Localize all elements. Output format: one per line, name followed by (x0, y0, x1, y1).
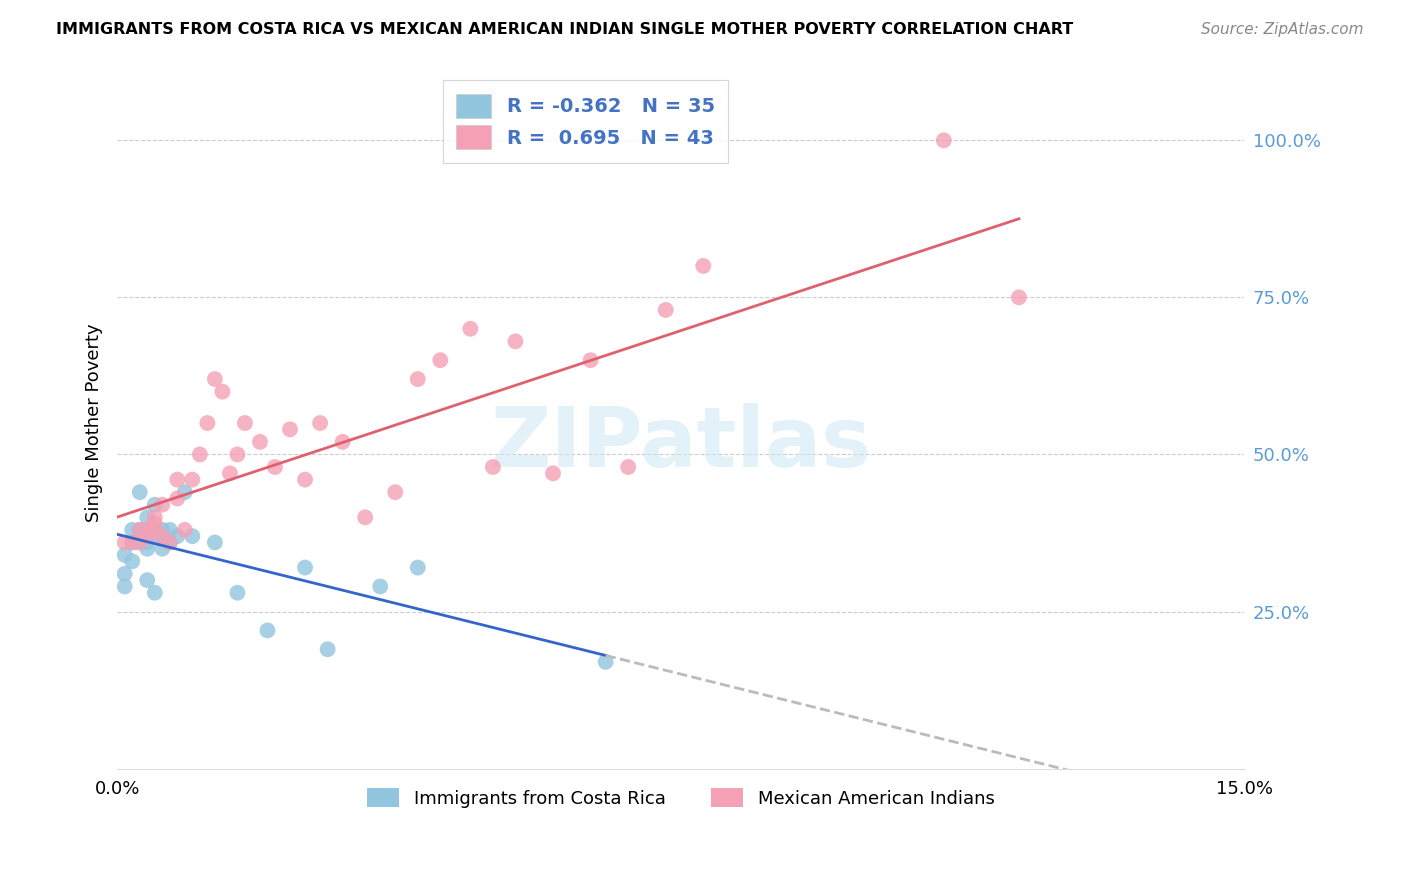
Point (278, 422, 301, 436)
Point (150, 529, 173, 543)
Point (159, 535, 181, 549)
Point (159, 523, 181, 537)
Point (1008, 290, 1031, 304)
Point (294, 473, 316, 487)
Point (617, 460, 640, 475)
Point (128, 523, 150, 537)
Point (655, 302, 678, 317)
Point (505, 334, 527, 349)
Point (406, 560, 429, 574)
Point (256, 624, 278, 638)
Text: IMMIGRANTS FROM COSTA RICA VS MEXICAN AMERICAN INDIAN SINGLE MOTHER POVERTY CORR: IMMIGRANTS FROM COSTA RICA VS MEXICAN AM… (56, 22, 1074, 37)
Point (166, 473, 188, 487)
Point (195, 416, 218, 430)
Point (128, 523, 150, 537)
Point (143, 529, 166, 543)
Point (150, 529, 173, 543)
Point (211, 384, 233, 399)
Point (482, 460, 505, 475)
Point (114, 535, 136, 549)
Point (233, 416, 256, 430)
Point (143, 516, 166, 531)
Y-axis label: Single Mother Poverty: Single Mother Poverty (86, 324, 103, 523)
Point (136, 529, 159, 543)
Point (128, 535, 150, 549)
Point (264, 460, 287, 475)
Point (166, 529, 188, 543)
Point (114, 579, 136, 593)
Legend: Immigrants from Costa Rica, Mexican American Indians: Immigrants from Costa Rica, Mexican Amer… (360, 781, 1002, 815)
Point (226, 447, 249, 461)
Point (121, 523, 143, 537)
Point (150, 541, 173, 556)
Point (128, 523, 150, 537)
Point (143, 585, 166, 599)
Point (406, 372, 429, 386)
Point (173, 485, 195, 500)
Point (595, 655, 617, 669)
Point (932, 133, 955, 147)
Point (309, 416, 332, 430)
Point (354, 510, 377, 524)
Point (143, 498, 166, 512)
Point (150, 498, 173, 512)
Point (173, 523, 195, 537)
Point (128, 485, 150, 500)
Point (384, 485, 406, 500)
Point (181, 529, 204, 543)
Point (121, 554, 143, 568)
Point (181, 473, 204, 487)
Point (121, 535, 143, 549)
Point (121, 535, 143, 549)
Text: ZIPatlas: ZIPatlas (491, 403, 872, 484)
Point (136, 541, 159, 556)
Point (316, 642, 339, 657)
Point (692, 259, 714, 273)
Point (332, 434, 354, 449)
Point (136, 510, 159, 524)
Point (143, 523, 166, 537)
Point (368, 579, 391, 593)
Point (143, 510, 166, 524)
Point (159, 535, 181, 549)
Point (166, 491, 188, 506)
Point (204, 535, 226, 549)
Point (128, 535, 150, 549)
Point (114, 566, 136, 581)
Point (136, 523, 159, 537)
Point (541, 467, 564, 481)
Point (429, 353, 451, 368)
Point (150, 523, 173, 537)
Point (460, 322, 482, 336)
Point (219, 467, 242, 481)
Point (188, 447, 211, 461)
Text: Source: ZipAtlas.com: Source: ZipAtlas.com (1201, 22, 1364, 37)
Point (136, 523, 159, 537)
Point (226, 585, 249, 599)
Point (136, 573, 159, 587)
Point (579, 353, 602, 368)
Point (143, 523, 166, 537)
Point (114, 548, 136, 562)
Point (136, 535, 159, 549)
Point (204, 372, 226, 386)
Point (294, 560, 316, 574)
Point (249, 434, 271, 449)
